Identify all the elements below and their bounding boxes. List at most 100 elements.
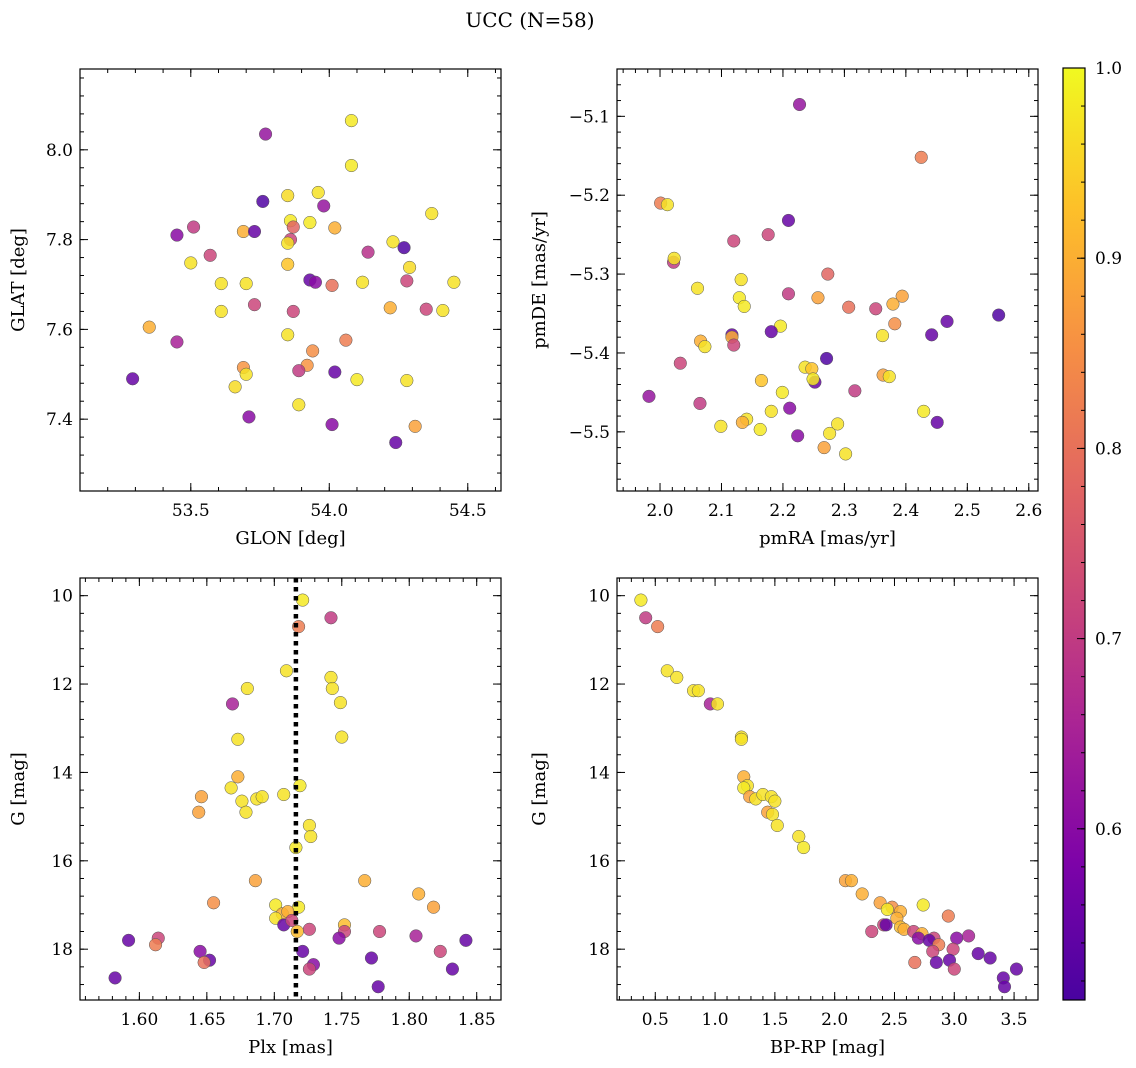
data-point xyxy=(170,228,184,242)
x-tick-label: 3.5 xyxy=(1001,1010,1028,1030)
data-point xyxy=(651,620,665,634)
scatter-points xyxy=(634,593,1024,994)
y-tick-label: 16 xyxy=(588,852,610,872)
data-point xyxy=(727,234,741,248)
tick-marks xyxy=(617,68,1038,491)
data-point xyxy=(184,256,198,270)
data-point xyxy=(821,267,835,281)
data-point xyxy=(764,404,778,418)
data-point xyxy=(670,670,684,684)
x-tick-label: 2.5 xyxy=(954,501,981,521)
data-point xyxy=(792,97,807,112)
data-point xyxy=(926,944,940,958)
axes-frame xyxy=(79,577,502,1001)
data-point xyxy=(781,213,796,227)
data-point xyxy=(122,933,136,947)
data-point xyxy=(839,447,853,461)
data-point xyxy=(332,931,346,945)
data-point xyxy=(781,287,796,301)
data-point xyxy=(950,931,964,945)
x-tick-label: 3.0 xyxy=(941,1010,968,1030)
y-axis-label: G [mag] xyxy=(8,752,29,825)
colorbar-tick-label: 0.8 xyxy=(1095,439,1122,459)
y-tick-label: 7.8 xyxy=(46,231,73,251)
data-point xyxy=(108,971,122,985)
scatter-points xyxy=(108,593,473,994)
data-point xyxy=(775,385,789,399)
data-point xyxy=(386,235,400,249)
data-point xyxy=(929,955,943,969)
data-point xyxy=(768,794,782,808)
data-point xyxy=(947,962,961,976)
x-tick-label: 1.80 xyxy=(390,1010,428,1030)
data-point xyxy=(308,275,322,289)
data-point xyxy=(328,221,342,235)
data-point xyxy=(239,805,253,819)
data-point xyxy=(371,980,385,994)
data-point xyxy=(236,224,250,239)
data-point xyxy=(882,370,896,384)
y-tick-label: 10 xyxy=(51,587,73,607)
data-point xyxy=(324,611,338,625)
data-point xyxy=(281,257,295,271)
y-tick-label: 12 xyxy=(588,675,610,695)
data-point xyxy=(281,236,295,250)
y-tick-label: 7.4 xyxy=(46,410,73,430)
sky-position-panel: 53.5 54.0 54.5 7.4 7.6 7.8 8.0 GLON [deg] GLAT [… xyxy=(8,68,502,549)
data-point xyxy=(997,980,1012,994)
data-point xyxy=(296,593,310,607)
data-point xyxy=(908,955,922,969)
data-point xyxy=(239,277,253,291)
data-point xyxy=(419,302,433,316)
data-point xyxy=(214,277,228,291)
data-point xyxy=(811,291,825,305)
scatter-points xyxy=(642,97,1006,461)
data-point xyxy=(895,289,909,303)
data-point xyxy=(426,900,441,914)
data-point xyxy=(361,245,375,259)
y-tick-label: 14 xyxy=(588,763,610,783)
axes-frame xyxy=(616,68,1039,492)
data-point xyxy=(691,684,705,698)
data-point xyxy=(764,325,778,339)
data-point xyxy=(925,328,939,342)
data-point xyxy=(397,241,411,255)
data-point xyxy=(324,670,338,684)
y-tick-label: 14 xyxy=(51,763,73,783)
data-point xyxy=(279,664,294,678)
data-point xyxy=(373,924,387,939)
data-point xyxy=(806,372,820,386)
y-axis-label: GLAT [deg] xyxy=(8,228,29,332)
tick-marks xyxy=(617,577,1039,1000)
y-tick-label: 18 xyxy=(51,940,73,960)
data-point xyxy=(848,384,862,398)
data-point xyxy=(235,794,249,808)
y-tick-label: −5.2 xyxy=(569,186,610,206)
data-point xyxy=(940,314,954,328)
data-point xyxy=(339,333,353,347)
proper-motion-panel: 2.0 2.1 2.2 2.3 2.4 2.5 2.6 −5.5 −5.4 −5.3 −5.2 −5.… xyxy=(529,68,1042,549)
x-tick-label: 2.0 xyxy=(821,1010,848,1030)
data-point xyxy=(302,818,316,833)
tick-marks xyxy=(79,69,501,492)
data-point xyxy=(880,902,894,916)
data-point xyxy=(302,922,316,936)
data-point xyxy=(306,344,320,358)
data-point xyxy=(941,909,955,923)
x-tick-label: 54.5 xyxy=(449,501,487,521)
data-point xyxy=(214,304,228,318)
data-point xyxy=(737,299,751,313)
data-point xyxy=(149,938,163,952)
data-point xyxy=(783,401,797,415)
data-point xyxy=(311,185,325,200)
data-point xyxy=(727,338,741,352)
data-point xyxy=(242,410,256,424)
data-point xyxy=(350,373,364,387)
data-point xyxy=(914,150,928,164)
data-point xyxy=(879,918,893,932)
data-point xyxy=(820,351,834,366)
tick-marks xyxy=(80,577,501,1000)
data-point xyxy=(269,898,283,912)
y-tick-label: −5.1 xyxy=(569,107,610,127)
data-point xyxy=(292,364,306,378)
